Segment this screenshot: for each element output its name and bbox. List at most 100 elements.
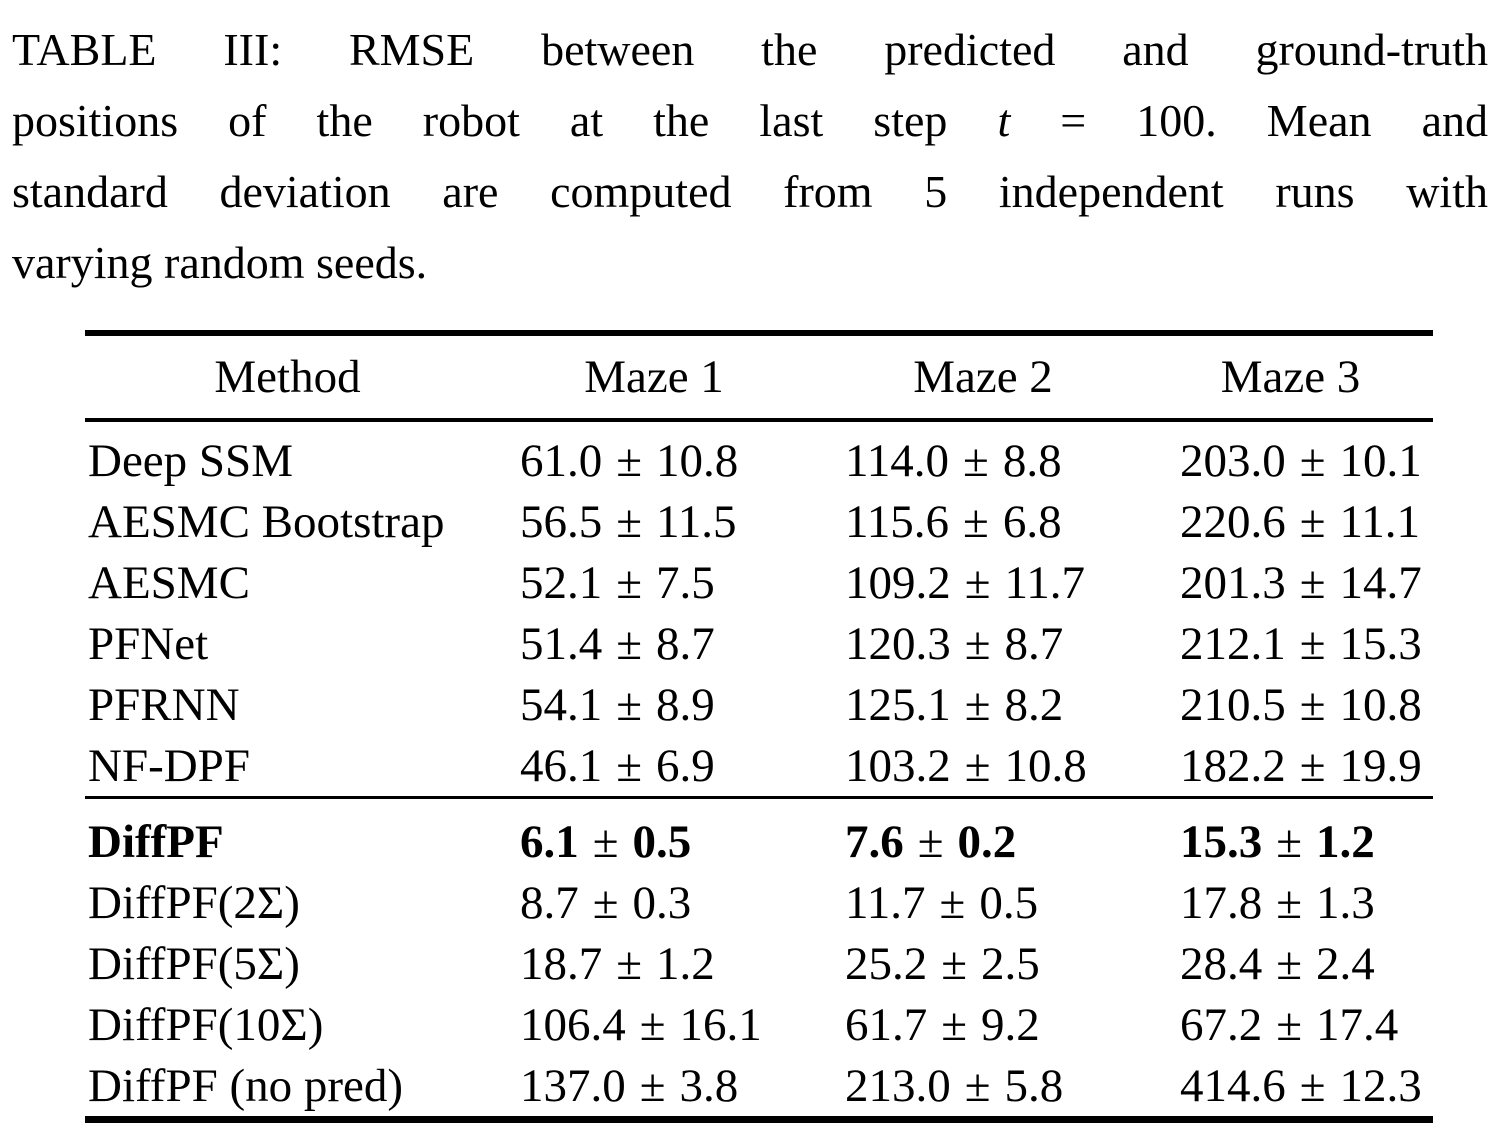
method-cell: PFNet (88, 617, 209, 670)
value-cell: 109.2 ±11.7 (818, 556, 1148, 610)
mean-value: 52.1 (520, 556, 603, 609)
value-cell: 52.1 ±7.5 (490, 556, 818, 610)
results-table: Method Maze 1 Maze 2 Maze 3 Deep SSM 61.0… (85, 330, 1433, 1123)
caption-text: varying random seeds. (12, 237, 428, 288)
std-value: 1.2 (1316, 815, 1375, 868)
caption-line-4: varying random seeds. (12, 227, 1488, 298)
plus-minus-symbol: ± (592, 876, 619, 929)
method-cell: DiffPF (no pred) (88, 1059, 404, 1112)
std-value: 3.8 (679, 1059, 739, 1112)
table-mid-rule (85, 796, 1433, 799)
plus-minus-symbol: ± (964, 556, 991, 609)
std-value: 17.4 (1316, 998, 1399, 1051)
std-value: 15.3 (1339, 617, 1422, 670)
mean-value: 15.3 (1180, 815, 1263, 868)
mean-value: 25.2 (845, 937, 928, 990)
mean-value: 56.5 (520, 495, 603, 548)
value-cell: 106.4 ±16.1 (490, 998, 818, 1052)
plus-minus-symbol: ± (941, 998, 968, 1051)
mean-value: 18.7 (520, 937, 603, 990)
table-row: PFNet 51.4 ±8.7 120.3 ±8.7 212.1 ±15.3 (85, 613, 1433, 674)
caption-text: positions of the robot at the last step (12, 95, 998, 146)
value-cell: 115.6 ±6.8 (818, 495, 1148, 549)
std-value: 10.8 (656, 434, 739, 487)
plus-minus-symbol: ± (1299, 1059, 1326, 1112)
value-cell: 120.3 ±8.7 (818, 617, 1148, 671)
plus-minus-symbol: ± (917, 815, 944, 868)
table-row: AESMC 52.1 ±7.5 109.2 ±11.7 201.3 ±14.7 (85, 552, 1433, 613)
value-cell: 25.2 ±2.5 (818, 937, 1148, 991)
plus-minus-symbol: ± (964, 678, 991, 731)
column-header-method: Method (214, 351, 361, 403)
mean-value: 115.6 (845, 495, 950, 548)
table-row: Deep SSM 61.0 ±10.8 114.0 ±8.8 203.0 ±10.1 (85, 430, 1433, 491)
plus-minus-symbol: ± (1299, 678, 1326, 731)
table-row: DiffPF(10Σ) 106.4 ±16.1 61.7 ±9.2 67.2 ±17.4 (85, 994, 1433, 1055)
std-value: 9.2 (981, 998, 1040, 1051)
plus-minus-symbol: ± (616, 495, 643, 548)
value-cell: 414.6 ±12.3 (1148, 1059, 1433, 1113)
table-row: AESMC Bootstrap 56.5 ±11.5 115.6 ±6.8 220.6 ±1… (85, 491, 1433, 552)
value-cell: 125.1 ±8.2 (818, 678, 1148, 732)
caption-line-1: TABLE III: RMSE between the predicted an… (12, 14, 1488, 85)
value-cell: 213.0 ±5.8 (818, 1059, 1148, 1113)
std-value: 0.5 (979, 876, 1039, 929)
value-cell: 51.4 ±8.7 (490, 617, 818, 671)
plus-minus-symbol: ± (616, 434, 643, 487)
table-top-rule (85, 330, 1433, 336)
mean-value: 67.2 (1180, 998, 1263, 1051)
value-cell: 11.7 ±0.5 (818, 876, 1148, 930)
std-value: 11.5 (656, 495, 737, 548)
std-value: 6.9 (656, 739, 715, 792)
value-cell: 210.5 ±10.8 (1148, 678, 1433, 732)
mean-value: 114.0 (845, 434, 950, 487)
std-value: 5.8 (1004, 1059, 1064, 1112)
std-value: 2.5 (981, 937, 1040, 990)
plus-minus-symbol: ± (941, 937, 968, 990)
plus-minus-symbol: ± (1299, 556, 1326, 609)
table-header-rule (85, 418, 1433, 422)
value-cell: 17.8 ±1.3 (1148, 876, 1433, 930)
plus-minus-symbol: ± (964, 1059, 991, 1112)
std-value: 2.4 (1316, 937, 1375, 990)
method-cell: AESMC Bootstrap (88, 495, 445, 548)
plus-minus-symbol: ± (639, 1059, 666, 1112)
method-cell: DiffPF(2Σ) (88, 876, 300, 929)
std-value: 12.3 (1339, 1059, 1422, 1112)
std-value: 19.9 (1339, 739, 1422, 792)
mean-value: 414.6 (1180, 1059, 1286, 1112)
plus-minus-symbol: ± (616, 937, 643, 990)
table-row: DiffPF(2Σ) 8.7 ±0.3 11.7 ±0.5 17.8 ±1.3 (85, 872, 1433, 933)
mean-value: 11.7 (845, 876, 926, 929)
method-cell: Deep SSM (88, 434, 293, 487)
caption-text: TABLE III: RMSE between the predicted an… (12, 24, 1488, 75)
std-value: 0.3 (632, 876, 692, 929)
caption-text: = 100. Mean and (1010, 95, 1488, 146)
table-body-baselines: Deep SSM 61.0 ±10.8 114.0 ±8.8 203.0 ±10.1 AESM… (85, 422, 1433, 796)
std-value: 8.2 (1004, 678, 1064, 731)
plus-minus-symbol: ± (1299, 434, 1326, 487)
mean-value: 106.4 (520, 998, 626, 1051)
mean-value: 8.7 (520, 876, 579, 929)
plus-minus-symbol: ± (963, 495, 989, 548)
plus-minus-symbol: ± (963, 434, 989, 487)
std-value: 11.1 (1339, 495, 1421, 548)
plus-minus-symbol: ± (1276, 876, 1303, 929)
value-cell: 6.1 ±0.5 (490, 815, 818, 869)
table-header-row: Method Maze 1 Maze 2 Maze 3 (85, 336, 1433, 418)
std-value: 11.7 (1004, 556, 1086, 609)
mean-value: 120.3 (845, 617, 951, 670)
mean-value: 182.2 (1180, 739, 1286, 792)
plus-minus-symbol: ± (1299, 617, 1326, 670)
value-cell: 212.1 ±15.3 (1148, 617, 1433, 671)
std-value: 0.5 (632, 815, 692, 868)
mean-value: 137.0 (520, 1059, 626, 1112)
std-value: 8.7 (1004, 617, 1064, 670)
method-cell: NF-DPF (88, 739, 250, 792)
value-cell: 103.2 ±10.8 (818, 739, 1148, 793)
caption-text: standard deviation are computed from 5 i… (12, 166, 1488, 217)
value-cell: 7.6 ±0.2 (818, 815, 1148, 869)
value-cell: 137.0 ±3.8 (490, 1059, 818, 1113)
mean-value: 220.6 (1180, 495, 1286, 548)
